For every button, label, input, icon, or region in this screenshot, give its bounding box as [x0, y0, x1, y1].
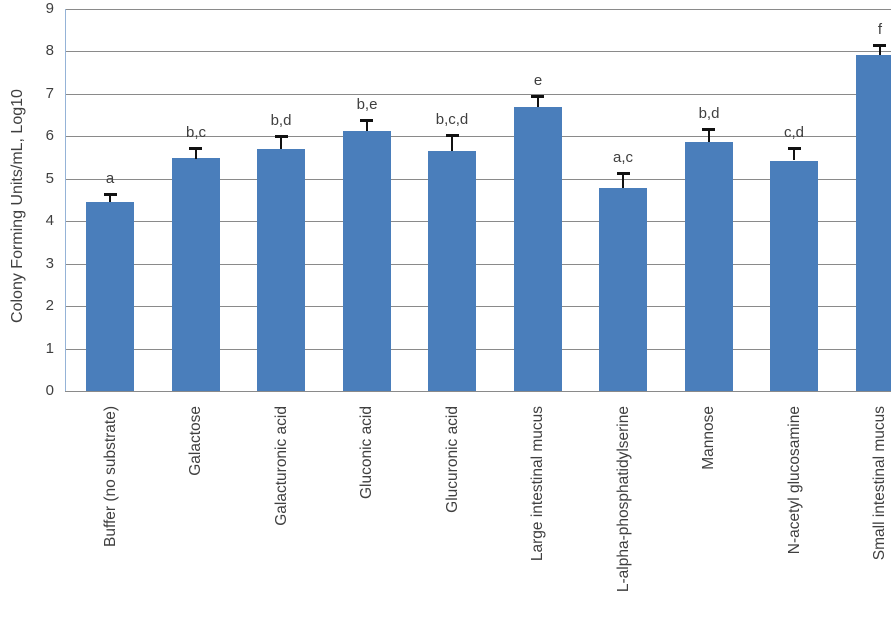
bar-7: [685, 142, 733, 391]
significance-label-7: b,d: [698, 105, 720, 122]
error-bar-cap-8: [788, 147, 801, 150]
y-tick-label-8: 8: [45, 42, 54, 59]
bar-9: [856, 55, 891, 391]
y-tick-label-1: 1: [45, 340, 54, 357]
error-bar-line-1: [195, 148, 197, 159]
gridline-7: [65, 94, 891, 95]
significance-label-1: b,c: [185, 124, 206, 141]
gridline-5: [65, 179, 891, 180]
significance-label-6: a,c: [612, 149, 633, 166]
bar-1: [172, 158, 220, 391]
significance-label-4: b,c,d: [435, 111, 469, 128]
error-bar-line-5: [537, 96, 539, 107]
error-bar-cap-5: [531, 95, 544, 98]
error-bar-line-4: [451, 135, 453, 151]
x-category-label-7: Mannose: [700, 406, 717, 470]
significance-label-8: c,d: [783, 124, 804, 141]
gridline-1: [65, 349, 891, 350]
y-axis-title: Colony Forming Units/mL, Log10: [9, 89, 26, 323]
x-category-label-0: Buffer (no substrate): [102, 406, 119, 548]
gridline-9: [65, 9, 891, 10]
gridline-8: [65, 51, 891, 52]
error-bar-line-2: [280, 136, 282, 149]
error-bar-cap-3: [360, 119, 373, 122]
y-tick-label-0: 0: [45, 382, 54, 399]
significance-label-0: a: [105, 170, 115, 187]
error-bar-cap-1: [189, 147, 202, 150]
x-category-label-6: L-alpha-phosphatidylserine: [615, 406, 632, 593]
error-bar-line-6: [622, 173, 624, 188]
error-bar-cap-2: [275, 135, 288, 138]
gridline-2: [65, 306, 891, 307]
error-bar-cap-6: [617, 172, 630, 175]
bar-0: [86, 202, 134, 391]
bar-8: [770, 161, 818, 391]
x-category-label-8: N-acetyl glucosamine: [786, 406, 803, 555]
y-tick-label-3: 3: [45, 255, 54, 272]
error-bar-cap-9: [873, 44, 886, 47]
x-category-label-2: Galacturonic acid: [273, 406, 290, 526]
significance-label-9: f: [877, 21, 883, 38]
gridline-0: [65, 391, 891, 392]
bar-3: [343, 131, 391, 391]
error-bar-line-7: [708, 129, 710, 142]
error-bar-line-9: [879, 45, 881, 55]
x-category-label-5: Large intestinal mucus: [529, 406, 546, 562]
error-bar-line-8: [793, 148, 795, 160]
bar-4: [428, 151, 476, 391]
significance-label-3: b,e: [356, 96, 378, 113]
y-tick-label-7: 7: [45, 85, 54, 102]
x-category-label-4: Glucuronic acid: [444, 406, 461, 513]
error-bar-line-0: [109, 194, 111, 202]
error-bar-cap-4: [446, 134, 459, 137]
x-category-label-3: Gluconic acid: [358, 406, 375, 500]
y-tick-label-4: 4: [45, 212, 54, 229]
error-bar-line-3: [366, 120, 368, 131]
significance-label-5: e: [533, 72, 543, 89]
y-tick-label-2: 2: [45, 297, 54, 314]
error-bar-cap-0: [104, 193, 117, 196]
bar-6: [599, 188, 647, 391]
significance-label-2: b,d: [270, 112, 292, 129]
bar-5: [514, 107, 562, 391]
gridline-4: [65, 221, 891, 222]
y-tick-label-9: 9: [45, 0, 54, 17]
y-axis-line: [65, 9, 66, 391]
y-tick-label-6: 6: [45, 127, 54, 144]
gridline-3: [65, 264, 891, 265]
y-tick-label-5: 5: [45, 170, 54, 187]
bar-2: [257, 149, 305, 391]
x-category-label-9: Small intestinal mucus: [871, 406, 888, 561]
error-bar-cap-7: [702, 128, 715, 131]
gridline-6: [65, 136, 891, 137]
x-category-label-1: Galactose: [187, 406, 204, 476]
